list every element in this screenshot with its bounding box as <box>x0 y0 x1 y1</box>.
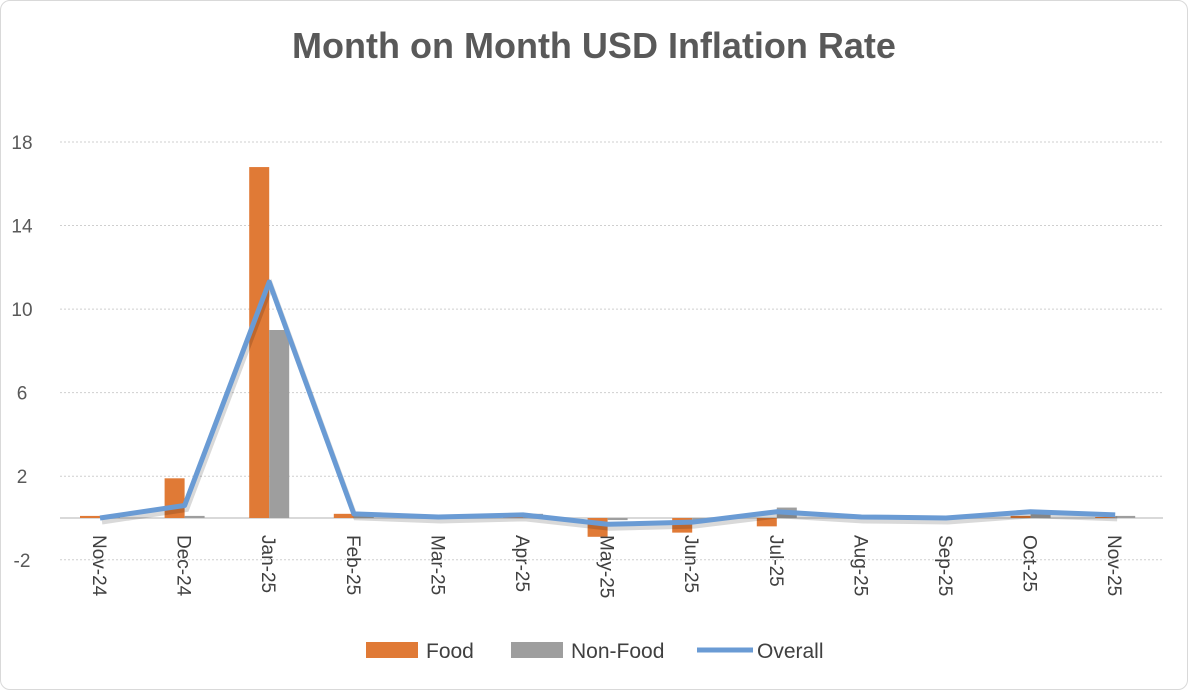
x-tick-label: Sep-25 <box>934 535 955 596</box>
bar-non-food <box>184 515 205 518</box>
bar-non-food <box>269 330 290 518</box>
y-tick-label: 18 <box>11 133 32 154</box>
bar-non-food <box>1115 515 1136 518</box>
legend-swatch-non-food <box>511 642 563 658</box>
legend-label: Food <box>426 640 474 663</box>
chart-title: Month on Month USD Inflation Rate <box>292 25 896 66</box>
x-tick-label: May-25 <box>596 535 617 598</box>
bar-food <box>1095 516 1116 518</box>
line-overall <box>99 279 1116 527</box>
bar-non-food <box>607 518 628 521</box>
bar-food <box>333 513 354 518</box>
y-tick-label: -2 <box>14 551 31 572</box>
x-tick-label: Apr-25 <box>511 535 532 592</box>
y-tick-label: 2 <box>17 467 28 488</box>
x-tick-label: Dec-24 <box>173 535 194 597</box>
bar-food <box>80 515 100 518</box>
bar-food <box>1010 515 1031 518</box>
x-tick-label: Nov-25 <box>1103 535 1124 596</box>
bar-non-food <box>1030 513 1051 518</box>
bar-food <box>249 167 270 519</box>
x-tick-label: Jan-25 <box>257 535 278 593</box>
x-tick-label: Nov-24 <box>88 535 109 597</box>
y-tick-label: 6 <box>17 384 28 405</box>
legend-label: Non-Food <box>571 640 664 663</box>
bar-non-food <box>353 515 374 518</box>
x-tick-label: Aug-25 <box>849 535 870 596</box>
legend-label: Overall <box>757 640 824 663</box>
x-tick-label: Jun-25 <box>680 535 701 593</box>
x-tick-label: Oct-25 <box>1019 535 1040 592</box>
y-tick-label: 10 <box>11 300 32 321</box>
x-tick-label: Jul-25 <box>765 535 786 587</box>
x-tick-label: Feb-25 <box>342 535 363 595</box>
bar-food <box>756 518 777 527</box>
legend-swatch-food <box>366 642 418 658</box>
y-tick-label: 14 <box>11 217 33 238</box>
x-tick-label: Mar-25 <box>426 535 447 595</box>
